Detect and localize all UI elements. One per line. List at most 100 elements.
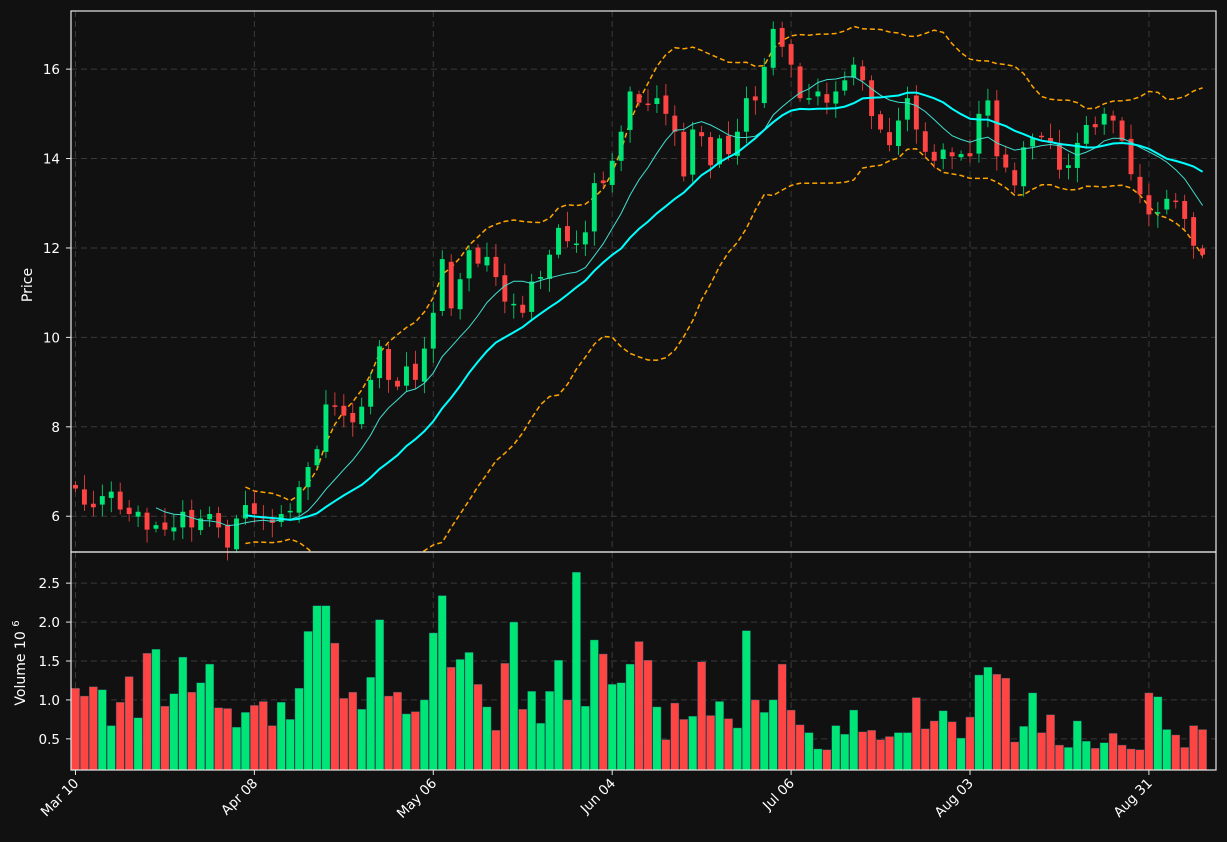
volume-bar — [894, 732, 903, 771]
candle-body — [457, 279, 463, 310]
volume-bar — [840, 733, 850, 771]
volume-tick-label: 2.5 — [39, 576, 60, 592]
volume-bar — [1108, 733, 1118, 771]
candle-body — [180, 511, 186, 528]
volume-bar — [1126, 748, 1136, 771]
candle-body — [1155, 212, 1161, 214]
candle-body — [323, 404, 329, 452]
volume-bar — [607, 684, 617, 771]
candle-body — [582, 232, 588, 245]
volume-bar — [1099, 742, 1109, 771]
candle-body — [520, 304, 526, 313]
candle-body — [1021, 147, 1027, 187]
candle-body — [314, 449, 320, 466]
band-lines — [245, 25, 1204, 552]
volume-bar — [142, 653, 152, 771]
volume-bar — [706, 715, 715, 771]
volume-bar — [903, 732, 912, 771]
candle-body — [770, 28, 776, 68]
fast-ma-line — [155, 76, 1204, 527]
candle-body — [600, 180, 606, 184]
candle-body — [860, 66, 866, 81]
volume-bar — [715, 701, 724, 771]
candle-body — [377, 346, 383, 379]
candle-body — [743, 98, 749, 132]
candle-body — [225, 524, 231, 548]
volume-bar — [348, 691, 358, 771]
candle-body — [752, 96, 758, 101]
candle-body — [332, 405, 338, 407]
candle-body — [1039, 135, 1045, 138]
candle-body — [153, 525, 159, 529]
volume-bar — [285, 719, 295, 771]
candle-body — [976, 113, 982, 154]
candle-body — [81, 489, 87, 505]
volume-bar — [867, 730, 876, 771]
volume-bar — [1019, 726, 1028, 771]
candle-body — [779, 27, 785, 47]
candle-body — [618, 131, 624, 161]
volume-bar — [992, 674, 1002, 771]
volume-bar — [330, 642, 340, 771]
slow-ma-line — [245, 91, 1204, 521]
candle-body — [135, 511, 141, 517]
volume-bar — [205, 663, 214, 771]
candle-body — [395, 380, 400, 387]
price-tick-label: 16 — [43, 62, 60, 78]
candle-body — [1164, 198, 1170, 210]
volume-axis-title-power: 6 — [11, 620, 22, 626]
candle-body — [538, 277, 544, 279]
volume-bar — [1081, 740, 1091, 771]
candle-body — [636, 94, 642, 103]
candle-body — [645, 103, 651, 106]
candle-body — [126, 507, 132, 514]
candle-body — [1128, 138, 1134, 175]
candle-body — [672, 115, 678, 132]
candle-body — [287, 510, 293, 513]
price-axis-title: Price — [20, 268, 36, 302]
volume-bar — [813, 748, 823, 771]
volume-bar — [151, 649, 161, 771]
volume-tick-label: 1.5 — [39, 654, 60, 670]
volume-bar — [768, 699, 778, 771]
candle-body — [234, 518, 239, 550]
candle-body — [502, 275, 508, 302]
volume-tick-label: 2.0 — [39, 615, 60, 631]
moving-averages — [155, 76, 1204, 527]
volume-bar — [339, 698, 349, 771]
volume-bar — [411, 711, 420, 771]
volume-bar — [115, 702, 125, 771]
volume-bar — [527, 691, 536, 771]
candle-body — [1083, 125, 1089, 144]
candle-body — [895, 120, 901, 147]
volume-bar — [97, 689, 107, 771]
price-tick-label: 14 — [43, 152, 60, 168]
candle-body — [815, 91, 821, 97]
candle-body — [547, 254, 553, 279]
candle-body — [842, 80, 848, 91]
price-tick-label: 8 — [51, 420, 60, 436]
candle-body — [73, 484, 78, 489]
volume-bar — [679, 719, 689, 771]
volume-bar — [1037, 732, 1046, 771]
candle-body — [171, 527, 177, 532]
volume-bar — [178, 656, 188, 771]
volume-bar — [947, 721, 957, 771]
candle-body — [994, 100, 1000, 157]
volume-bar — [625, 663, 635, 771]
volume-bar — [670, 702, 680, 771]
candle-body — [967, 153, 973, 157]
candle-body — [529, 281, 535, 312]
candle-body — [386, 349, 392, 380]
volume-tick-label: 0.5 — [39, 732, 60, 748]
volume-bar — [267, 725, 277, 771]
volume-bar — [554, 660, 563, 771]
candle-body — [251, 503, 257, 514]
candle-body — [681, 131, 687, 177]
volume-bar — [849, 709, 859, 771]
volume-bar — [822, 749, 832, 771]
volume-bar — [1144, 692, 1154, 771]
volume-bar — [751, 699, 760, 771]
candle-body — [627, 91, 633, 130]
candle-body — [439, 259, 445, 312]
